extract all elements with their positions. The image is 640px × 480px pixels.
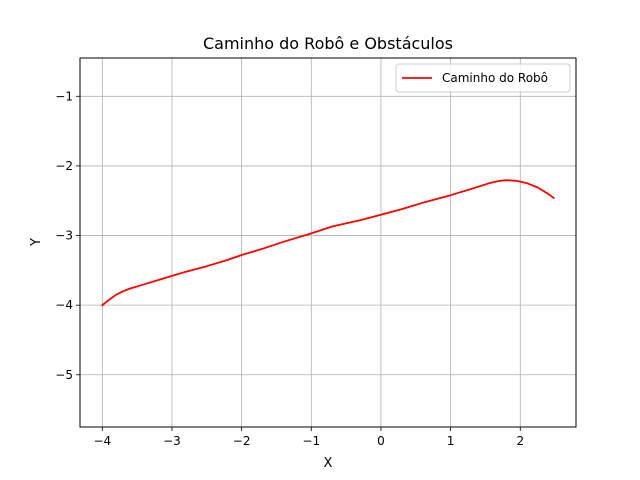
series-layer [101, 179, 555, 307]
x-tick-label: 2 [516, 434, 524, 448]
y-tick-label: −1 [55, 89, 73, 103]
x-tick-label: −4 [93, 434, 111, 448]
grid [80, 58, 576, 427]
x-tick-label: −2 [233, 434, 251, 448]
ticks: −4 −3 −2 −1 0 1 2 −5 −4 −3 −2 −1 [55, 89, 524, 448]
legend-box [395, 63, 571, 93]
chart-title: Caminho do Robô e Obstáculos [203, 34, 453, 53]
legend-label-robot-path: Caminho do Robô [442, 71, 548, 85]
y-tick-label: −5 [55, 368, 73, 382]
y-tick-label: −2 [55, 159, 73, 173]
y-axis-label: Y [29, 238, 44, 247]
x-tick-label: 0 [377, 434, 385, 448]
y-tick-label: −3 [55, 229, 73, 243]
x-tick-label: 1 [447, 434, 455, 448]
x-axis-label: X [324, 456, 333, 471]
legend: Caminho do Robô [395, 63, 571, 93]
x-tick-label: −1 [302, 434, 320, 448]
y-tick-label: −4 [55, 298, 73, 312]
plot-frame [79, 57, 577, 428]
x-tick-label: −3 [163, 434, 181, 448]
series-line-robot-path [101, 179, 555, 307]
